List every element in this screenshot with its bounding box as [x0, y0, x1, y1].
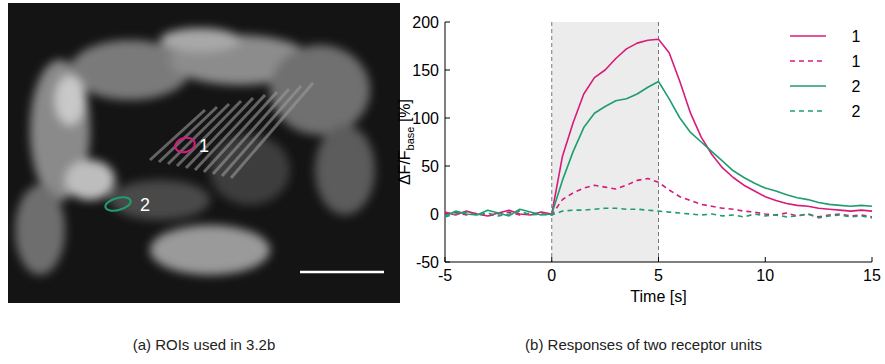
y-tick: [445, 22, 450, 23]
y-tick-label: 150: [412, 62, 439, 79]
x-tick: [765, 257, 766, 262]
tissue-blob: [150, 225, 270, 275]
y-axis-title-unit: [%]: [396, 99, 413, 127]
fiber: [186, 98, 253, 168]
x-tick-label: 0: [547, 267, 556, 284]
roi: [174, 136, 197, 155]
y-axis-title-subscript: base: [404, 127, 416, 151]
tissue-blob: [15, 185, 65, 275]
y-axis-title-main: ΔF/F: [396, 150, 413, 185]
tissue-blob: [270, 45, 370, 135]
x-tick: [658, 257, 659, 262]
legend-swatch: [790, 60, 826, 62]
y-axis: [445, 22, 446, 262]
x-tick: [872, 257, 873, 262]
tissue-blob: [315, 125, 375, 215]
y-tick-label: -50: [416, 254, 439, 271]
y-axis-title: ΔF/Fbase [%]: [396, 99, 416, 185]
roi: [104, 195, 132, 213]
x-tick-label: -5: [438, 267, 452, 284]
y-tick: [445, 118, 450, 119]
tissue-blob: [70, 40, 190, 100]
tissue-blob: [55, 75, 85, 125]
y-tick: [445, 166, 450, 167]
x-tick: [445, 257, 446, 262]
legend: 1 1 2 2: [790, 28, 861, 120]
x-tick-label: 5: [654, 267, 663, 284]
roi-label: 1: [199, 136, 209, 156]
image-background: [8, 3, 400, 303]
tissue-blob: [160, 28, 240, 52]
stimulus-edge: [658, 22, 659, 262]
x-axis-title: Time [s]: [630, 288, 686, 305]
y-tick-label: 100: [412, 110, 439, 127]
legend-swatch: [790, 110, 826, 112]
x-tick-label: 15: [863, 267, 881, 284]
legend-label: 2: [852, 103, 861, 120]
fiber: [213, 89, 289, 174]
scale-bar: [300, 271, 384, 274]
fiber: [195, 95, 265, 170]
legend-swatch: [790, 35, 826, 37]
y-tick-label: 50: [421, 158, 439, 175]
y-tick-label: 200: [412, 14, 439, 31]
fiber: [204, 92, 277, 172]
tissue-blob: [65, 160, 115, 200]
tissue-blob: [110, 180, 210, 220]
series-line: [445, 39, 872, 216]
micrograph: 12: [8, 3, 400, 303]
series-line: [445, 178, 872, 216]
series-line: [445, 208, 872, 218]
stimulus-edge: [551, 22, 552, 262]
figure: 12(a) ROIs used in 3.2b-5051015-50050100…: [0, 0, 885, 364]
series-line: [445, 82, 872, 216]
tissue: [15, 28, 375, 275]
legend-swatch: [790, 85, 826, 87]
y-tick: [445, 70, 450, 71]
caption: (a) ROIs used in 3.2b: [133, 336, 276, 353]
fiber: [231, 83, 313, 178]
x-tick: [551, 257, 552, 262]
y-tick: [445, 262, 450, 263]
roi-label: 2: [140, 195, 150, 215]
legend-label: 1: [852, 53, 861, 70]
caption: (b) Responses of two receptor units: [525, 336, 762, 353]
y-tick-label: 0: [430, 206, 439, 223]
legend-label: 1: [852, 28, 861, 45]
legend-label: 2: [852, 78, 861, 95]
fiber: [222, 86, 301, 176]
x-tick-label: 10: [756, 267, 774, 284]
plot-area: [445, 39, 872, 218]
